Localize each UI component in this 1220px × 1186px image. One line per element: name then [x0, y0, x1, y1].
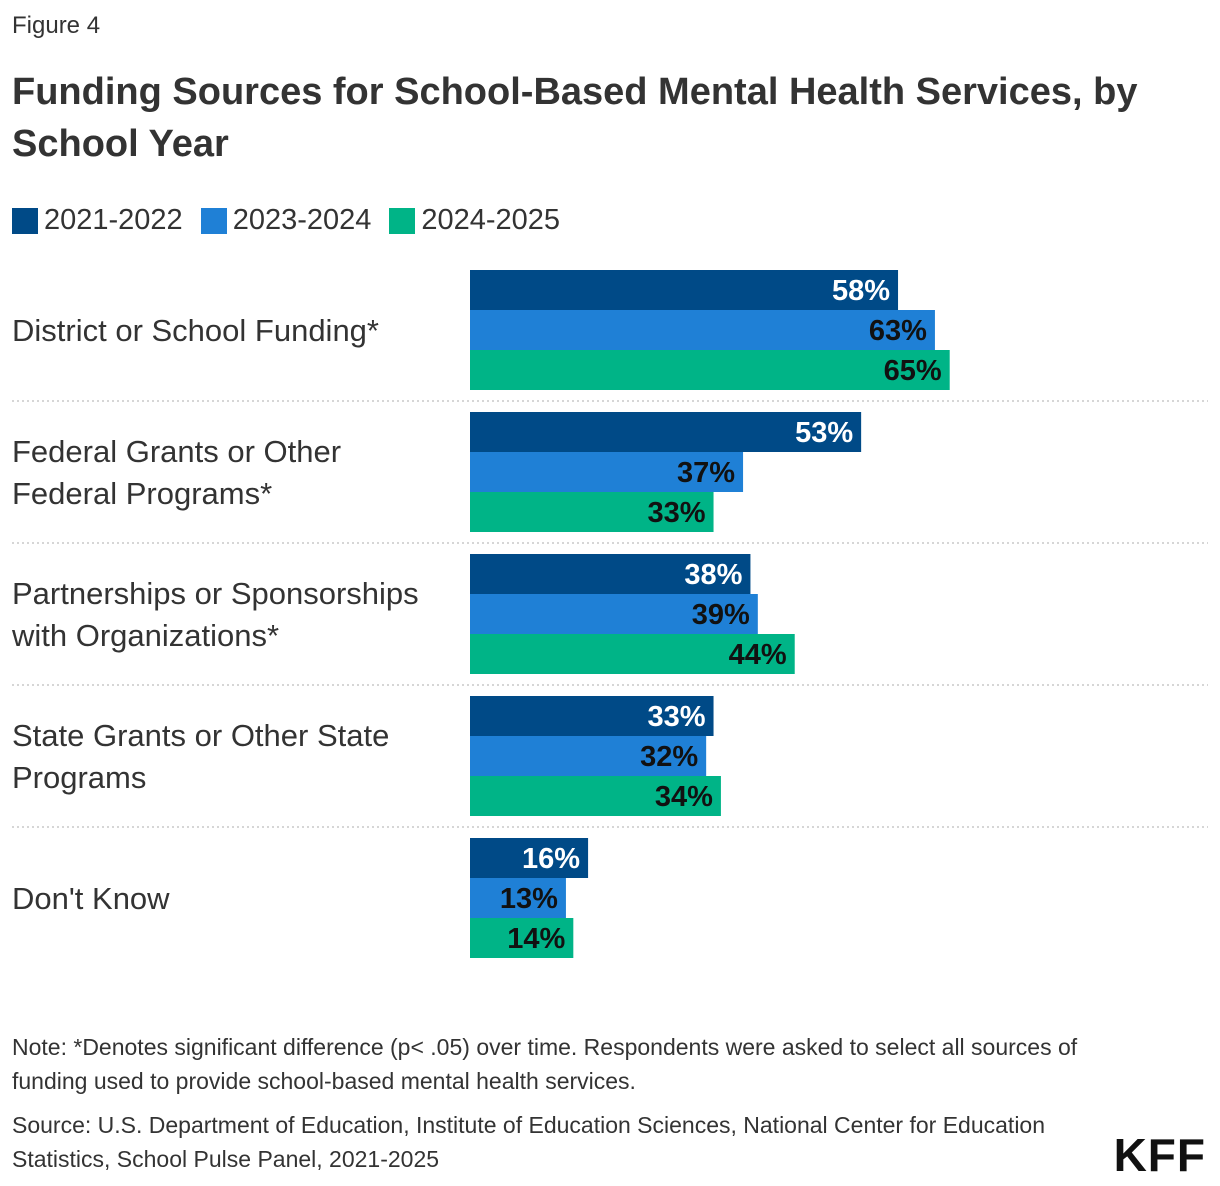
legend: 2021-2022 2023-2024 2024-2025: [12, 204, 578, 237]
bar-2024-2025: [470, 918, 574, 958]
legend-label-2: 2024-2025: [421, 204, 561, 236]
bar-2021-2022: [470, 412, 862, 452]
category-label: Federal Grants or Other: [12, 434, 341, 469]
legend-swatch-2: [389, 207, 416, 234]
bar-value-label: 16%: [522, 843, 580, 875]
bar-2023-2024: [470, 594, 758, 634]
category-label: with Organizations*: [11, 618, 279, 653]
category-label: Federal Programs*: [12, 476, 272, 511]
bar-value-label: 14%: [507, 923, 565, 955]
bar-value-label: 58%: [832, 275, 890, 307]
legend-item-0: 2021-2022: [12, 204, 183, 237]
category-label: Don't Know: [12, 881, 170, 916]
category-label: District or School Funding*: [12, 313, 379, 348]
bar-value-label: 38%: [684, 559, 742, 591]
bar-value-label: 44%: [729, 639, 787, 671]
bar-chart: District or School Funding* 58% 63% 65% Fede…: [11, 270, 1208, 958]
bar-2023-2024: [470, 736, 707, 776]
bar-2021-2022: [470, 270, 899, 310]
category-label: Partnerships or Sponsorships: [12, 576, 419, 611]
figure-label: Figure 4: [12, 12, 101, 39]
bar-value-label: 33%: [647, 497, 705, 529]
bar-value-label: 63%: [869, 315, 927, 347]
legend-swatch-1: [200, 207, 227, 234]
legend-item-2: 2024-2025: [389, 204, 560, 237]
bar-2021-2022: [470, 838, 589, 878]
bar-2023-2024: [470, 310, 935, 350]
bar-2024-2025: [470, 776, 721, 816]
chart-title: Funding Sources for School-Based Mental …: [12, 71, 1138, 165]
chart-note: Note: *Denotes significant difference (p…: [12, 1034, 1078, 1094]
legend-label-1: 2023-2024: [232, 204, 372, 236]
bar-value-label: 33%: [647, 701, 705, 733]
kff-logo: KFF: [1113, 1129, 1206, 1181]
bar-2024-2025: [470, 350, 950, 390]
bar-value-label: 53%: [795, 417, 853, 449]
bar-2023-2024: [470, 452, 744, 492]
bar-value-label: 65%: [884, 355, 942, 387]
bar-2024-2025: [470, 492, 714, 532]
bar-2024-2025: [470, 634, 795, 674]
bar-value-label: 32%: [640, 741, 698, 773]
bar-value-label: 34%: [655, 781, 713, 813]
bar-value-label: 37%: [677, 457, 735, 489]
legend-swatch-0: [12, 207, 38, 234]
bar-value-label: 39%: [692, 599, 750, 631]
chart-source: Source: U.S. Department of Education, In…: [12, 1112, 1046, 1172]
bar-value-label: 13%: [500, 883, 558, 915]
legend-label-0: 2021-2022: [44, 204, 183, 236]
bar-2021-2022: [470, 554, 751, 594]
category-label: State Grants or Other State: [12, 718, 389, 753]
bar-2023-2024: [470, 878, 566, 918]
bar-2021-2022: [470, 696, 714, 736]
category-label: Programs: [12, 760, 146, 795]
legend-item-1: 2023-2024: [200, 204, 372, 237]
